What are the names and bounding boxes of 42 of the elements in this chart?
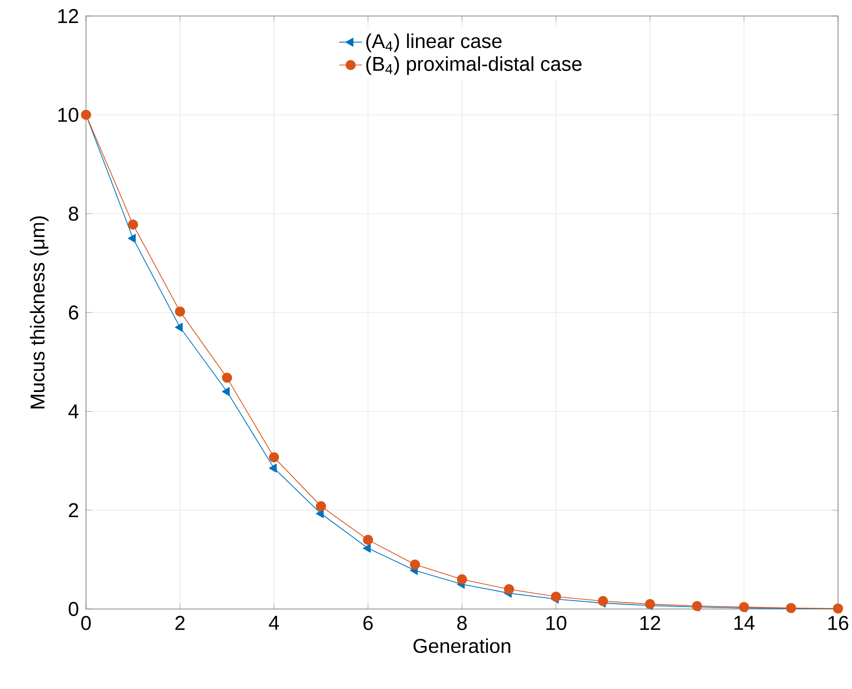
point <box>222 387 230 396</box>
y-tick-label: 6 <box>68 305 78 320</box>
y-axis-title: Mucus thickness (μm) <box>30 216 49 408</box>
y-tick-label: 8 <box>68 206 78 221</box>
point <box>268 464 277 473</box>
point <box>362 534 374 545</box>
point <box>786 602 796 614</box>
x-tick-label: 16 <box>828 616 848 630</box>
point <box>80 110 92 120</box>
legend-label: (A$_{4}$) linear case <box>366 33 502 52</box>
point <box>550 592 562 602</box>
x-tick-label: 10 <box>546 616 566 630</box>
x-tick-label: 2 <box>175 616 185 630</box>
y-tick-label: 12 <box>58 9 78 23</box>
point <box>692 600 702 612</box>
point <box>174 322 183 332</box>
y-tick-label: 10 <box>58 108 78 122</box>
point <box>738 602 750 612</box>
x-tick-label: 0 <box>81 616 91 630</box>
point <box>316 501 326 512</box>
y-tick-label: 0 <box>68 602 78 616</box>
y-tick-label: 2 <box>68 503 78 518</box>
point <box>268 452 280 462</box>
point <box>456 574 468 584</box>
point <box>174 306 186 317</box>
point <box>644 598 656 610</box>
point <box>362 544 371 553</box>
point <box>598 596 608 606</box>
x-axis-title: Generation <box>414 638 510 654</box>
point <box>504 584 514 594</box>
x-tick-label: 14 <box>734 616 755 630</box>
x-tick-label: 12 <box>640 616 660 630</box>
y-tick-label: 4 <box>68 404 78 418</box>
point <box>410 559 420 570</box>
legend-label: (B$_{4}$) proximal-distal case <box>366 56 582 75</box>
x-tick-label: 6 <box>363 616 373 630</box>
point <box>222 372 232 383</box>
point <box>832 603 844 614</box>
point <box>128 234 136 243</box>
point <box>128 219 138 230</box>
x-tick-label: 8 <box>457 616 467 630</box>
x-tick-label: 4 <box>268 616 279 630</box>
